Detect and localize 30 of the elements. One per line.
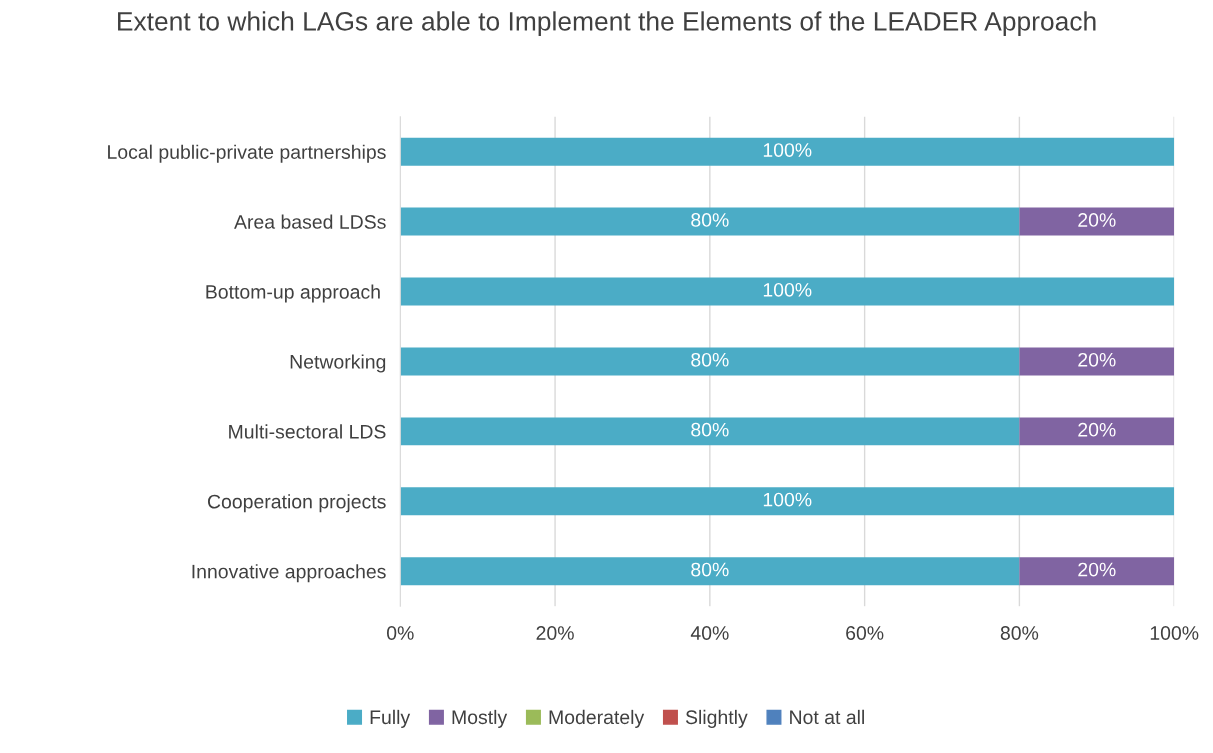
legend-label: Mostly [452, 709, 508, 728]
data-label: 80% [691, 422, 729, 437]
legend-label: Not at all [790, 709, 864, 725]
data-label: 20% [1078, 562, 1116, 577]
x-tick-label: 60% [846, 626, 884, 640]
y-tick-label: Innovative approaches [192, 564, 386, 583]
x-tick-label: 0% [387, 626, 414, 640]
data-label: 100% [763, 143, 812, 157]
data-label: 20% [1078, 352, 1116, 367]
y-tick-label: Area based LDSs [234, 214, 386, 229]
y-tick-label: Multi-sectoral LDS [229, 424, 386, 439]
x-tick-label: 80% [1000, 626, 1039, 640]
data-label: 100% [763, 492, 812, 507]
y-tick-label: Networking [290, 354, 386, 373]
legend-label: Fully [370, 709, 411, 728]
data-label: 80% [691, 213, 729, 227]
chart-title: Extent to which LAGs are able to Implement the Elements of the LEADER Approach [118, 11, 1096, 36]
data-label: 100% [763, 282, 812, 297]
y-tick-label: Cooperation projects [207, 494, 386, 513]
x-tick-label: 100% [1150, 626, 1199, 640]
data-label: 20% [1078, 422, 1116, 437]
x-tick-label: 20% [536, 626, 574, 640]
y-tick-label: Bottom-up approach [206, 284, 380, 303]
y-tick-label: Local public-private partnerships [108, 144, 386, 163]
x-tick-label: 40% [690, 626, 729, 640]
legend-label: Moderately [549, 709, 645, 728]
data-label: 80% [691, 352, 729, 367]
legend-label: Slightly [685, 709, 748, 728]
data-label: 80% [691, 562, 729, 577]
data-label: 20% [1078, 213, 1116, 227]
